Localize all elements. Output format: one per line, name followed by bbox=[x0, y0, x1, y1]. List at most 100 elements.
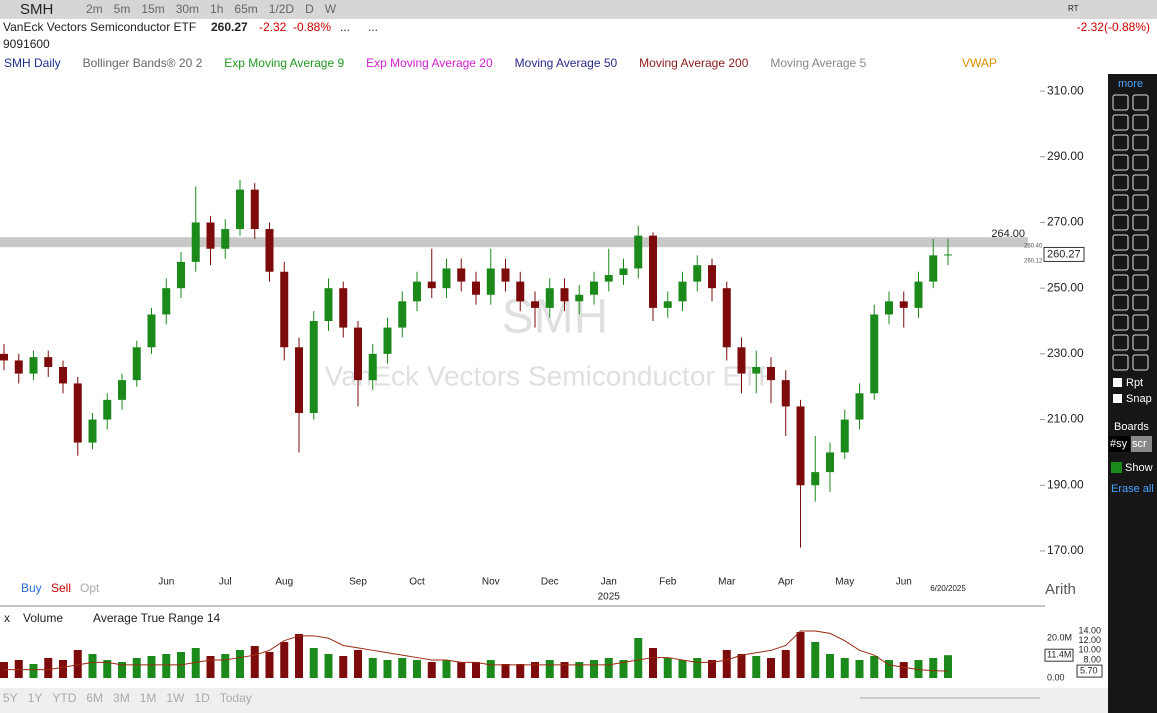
tool-icon[interactable] bbox=[1112, 214, 1129, 231]
quote-more[interactable]: ... bbox=[340, 20, 350, 34]
interval-button[interactable]: 5m bbox=[114, 2, 131, 16]
range-button[interactable]: Today bbox=[220, 691, 252, 705]
candle-body bbox=[486, 268, 495, 295]
volume-bar bbox=[944, 655, 952, 678]
tool-icon[interactable] bbox=[1132, 254, 1149, 271]
tool-icon[interactable] bbox=[1112, 254, 1129, 271]
volume-bar bbox=[295, 634, 303, 678]
tool-icon[interactable] bbox=[1132, 274, 1149, 291]
tool-icon[interactable] bbox=[1112, 274, 1129, 291]
trade-button[interactable]: Buy bbox=[21, 581, 42, 595]
tool-icon[interactable] bbox=[1132, 314, 1149, 331]
candle-body bbox=[870, 314, 879, 394]
interval-button[interactable]: 2m bbox=[86, 2, 103, 16]
tool-icon[interactable] bbox=[1112, 294, 1129, 311]
candle-body bbox=[177, 261, 185, 289]
volume-bar bbox=[486, 660, 495, 678]
quote-last: 260.27 bbox=[211, 20, 248, 34]
tool-icon[interactable] bbox=[1132, 134, 1149, 151]
tool-icon[interactable] bbox=[1132, 234, 1149, 251]
pane-title[interactable]: Average True Range 14 bbox=[93, 611, 221, 625]
y-tick-label: 170.00 bbox=[1047, 543, 1084, 557]
board-tab[interactable] bbox=[1131, 436, 1152, 452]
rt-badge[interactable]: RT bbox=[1068, 4, 1079, 13]
boards-label: Boards bbox=[1114, 421, 1149, 433]
show-check[interactable] bbox=[1111, 462, 1122, 473]
interval-button[interactable]: D bbox=[305, 2, 314, 16]
tool-icon[interactable] bbox=[1132, 174, 1149, 191]
tool-icon[interactable] bbox=[1132, 294, 1149, 311]
tool-icon[interactable] bbox=[1132, 194, 1149, 211]
toggle-box[interactable] bbox=[1113, 394, 1122, 403]
volume-bar bbox=[44, 658, 53, 678]
indicator-label[interactable]: Moving Average 5 bbox=[770, 56, 866, 70]
range-button[interactable]: 5Y bbox=[3, 691, 18, 705]
tool-icon[interactable] bbox=[1112, 134, 1129, 151]
tool-icon[interactable] bbox=[1112, 234, 1129, 251]
range-button[interactable]: YTD bbox=[52, 691, 76, 705]
indicator-label[interactable]: SMH Daily bbox=[4, 56, 61, 70]
tool-icon[interactable] bbox=[1112, 194, 1129, 211]
x-tick-label: Apr bbox=[778, 577, 794, 588]
candle-body bbox=[118, 380, 126, 400]
erase-all[interactable]: Erase all bbox=[1111, 483, 1154, 495]
volume-bar bbox=[118, 662, 126, 678]
range-button[interactable]: 1D bbox=[194, 691, 210, 705]
pane-close[interactable]: x bbox=[4, 611, 10, 625]
tool-icon[interactable] bbox=[1112, 314, 1129, 331]
tool-icon[interactable] bbox=[1112, 354, 1129, 371]
tool-icon[interactable] bbox=[1132, 334, 1149, 351]
range-button[interactable]: 1M bbox=[140, 691, 157, 705]
sidebar-more[interactable]: more bbox=[1118, 78, 1143, 90]
indicator-label[interactable]: Exp Moving Average 20 bbox=[366, 56, 493, 70]
indicator-label[interactable]: Bollinger Bands® 20 2 bbox=[83, 56, 203, 70]
volume-bar bbox=[191, 648, 200, 678]
candle-body bbox=[885, 301, 893, 315]
x-tick-label: Nov bbox=[482, 577, 500, 588]
indicator-label[interactable]: VWAP bbox=[962, 56, 997, 70]
tool-icon[interactable] bbox=[1112, 334, 1129, 351]
trade-button[interactable]: Sell bbox=[51, 581, 71, 595]
interval-button[interactable]: 1/2D bbox=[269, 2, 295, 16]
tool-icon[interactable] bbox=[1112, 174, 1129, 191]
volume-bar bbox=[147, 656, 156, 678]
range-button[interactable]: 3M bbox=[113, 691, 130, 705]
tool-icon[interactable] bbox=[1132, 354, 1149, 371]
toggle-box[interactable] bbox=[1113, 378, 1122, 387]
interval-button[interactable]: 30m bbox=[176, 2, 199, 16]
volume-bar bbox=[693, 658, 702, 678]
symbol[interactable]: SMH bbox=[20, 1, 53, 18]
range-button[interactable]: 6M bbox=[86, 691, 103, 705]
tool-icon[interactable] bbox=[1112, 154, 1129, 171]
last-price-tag bbox=[1043, 246, 1085, 262]
indicator-label[interactable]: Exp Moving Average 9 bbox=[224, 56, 344, 70]
volume-bar bbox=[265, 652, 274, 678]
trade-button[interactable]: Opt bbox=[80, 581, 100, 595]
interval-button[interactable]: 15m bbox=[141, 2, 164, 16]
volume-bar bbox=[88, 654, 97, 678]
atr-tag bbox=[1076, 664, 1103, 678]
indicator-label[interactable]: Moving Average 200 bbox=[639, 56, 749, 70]
interval-button[interactable]: 1h bbox=[210, 2, 223, 16]
tool-icon[interactable] bbox=[1112, 94, 1129, 111]
tool-icon[interactable] bbox=[1132, 214, 1149, 231]
volume-bar bbox=[914, 660, 923, 678]
tool-icon[interactable] bbox=[1132, 154, 1149, 171]
indicator-label[interactable]: Moving Average 50 bbox=[515, 56, 618, 70]
interval-button[interactable]: W bbox=[325, 2, 337, 16]
tool-icon[interactable] bbox=[1132, 94, 1149, 111]
range-button[interactable]: 1W bbox=[166, 691, 185, 705]
board-tab[interactable] bbox=[1109, 436, 1130, 452]
quote-more[interactable]: ... bbox=[368, 20, 378, 34]
pane-title[interactable]: Volume bbox=[23, 611, 63, 625]
candle-body bbox=[147, 314, 156, 348]
interval-button[interactable]: 65m bbox=[234, 2, 257, 16]
y-tick-label: 270.00 bbox=[1047, 215, 1084, 229]
candle-body bbox=[427, 281, 436, 289]
tool-icon[interactable] bbox=[1112, 114, 1129, 131]
tool-icon[interactable] bbox=[1132, 114, 1149, 131]
volume-bar bbox=[604, 658, 613, 678]
atr-tick-label: 8.00 bbox=[1083, 654, 1101, 664]
range-button[interactable]: 1Y bbox=[28, 691, 43, 705]
scale-mode[interactable]: Arith bbox=[1045, 581, 1076, 598]
